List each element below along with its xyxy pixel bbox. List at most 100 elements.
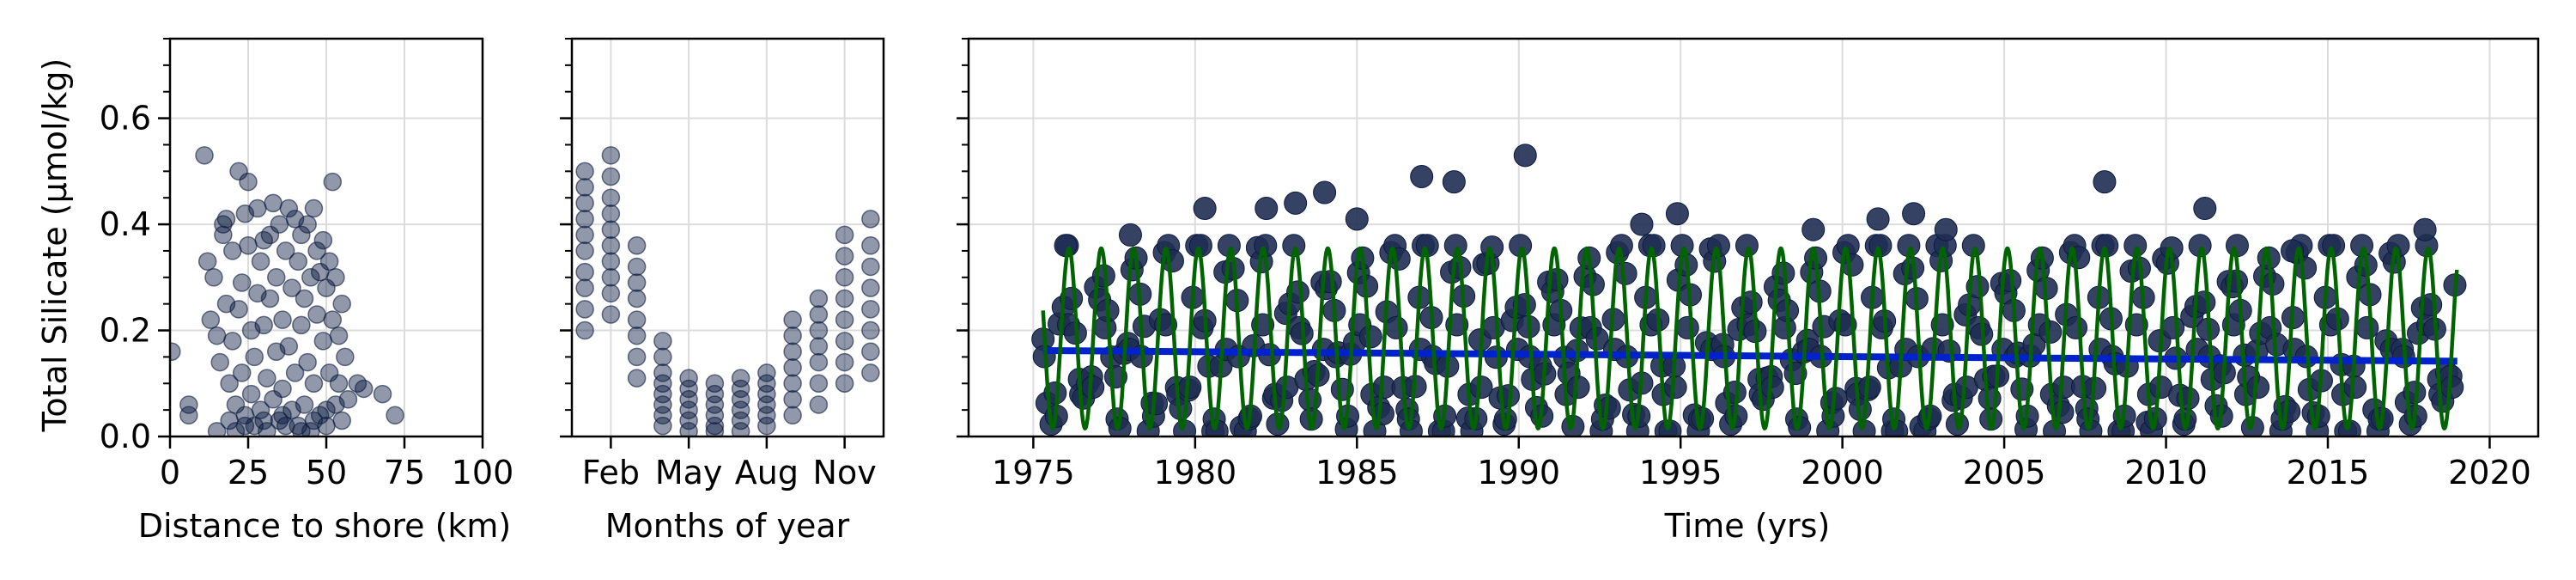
data-point <box>273 406 292 425</box>
axes-frame <box>570 37 885 438</box>
data-point <box>319 252 339 272</box>
x-tick-label: 2015 <box>2287 454 2370 491</box>
data-point <box>705 374 725 394</box>
data-point <box>235 416 255 436</box>
data-point <box>295 395 314 414</box>
data-point <box>575 278 594 297</box>
y-tick-label: 0.4 <box>100 205 151 243</box>
data-point <box>270 215 289 234</box>
data-point <box>601 167 621 186</box>
data-point <box>313 230 333 250</box>
data-point <box>809 352 829 372</box>
data-point <box>1358 325 1382 349</box>
data-point <box>336 347 355 367</box>
outlier-point <box>1866 207 1890 231</box>
data-point <box>705 384 725 404</box>
data-point <box>601 284 621 303</box>
x-tick-label: 2005 <box>1963 454 2046 491</box>
outlier-point <box>1345 207 1369 231</box>
axes-frame <box>967 37 2540 438</box>
data-point <box>783 326 802 345</box>
x-axis-label-months: Months of year <box>605 507 850 545</box>
data-point <box>267 268 286 287</box>
data-point <box>575 162 594 181</box>
data-point <box>575 300 594 319</box>
data-point <box>835 225 854 245</box>
data-point <box>601 220 621 239</box>
data-point <box>1663 375 1687 400</box>
data-point <box>2038 320 2063 344</box>
data-point <box>783 357 802 377</box>
data-point <box>241 384 261 404</box>
data-point <box>223 241 242 260</box>
data-point <box>258 369 276 388</box>
x-tick-label: 75 <box>384 454 425 491</box>
data-point <box>653 374 672 394</box>
data-point <box>679 379 698 399</box>
data-point <box>283 278 301 297</box>
x-tick-label: 25 <box>228 454 269 491</box>
data-point <box>575 178 594 197</box>
points-group <box>1031 143 2467 437</box>
data-point <box>575 210 594 229</box>
data-point <box>216 210 236 229</box>
data-point <box>210 352 229 372</box>
data-point <box>653 363 672 382</box>
data-point <box>254 411 273 430</box>
outlier-point <box>1902 202 1926 226</box>
data-point <box>601 236 621 255</box>
outlier-point <box>1255 197 1279 221</box>
outlier-point <box>1193 197 1217 221</box>
data-point <box>861 257 880 277</box>
data-point <box>239 172 258 192</box>
data-point <box>317 400 336 419</box>
months-panel: Feb May Aug Nov <box>560 37 885 491</box>
data-point <box>757 416 776 436</box>
data-point <box>861 300 880 319</box>
data-point <box>304 374 324 394</box>
x-tick-label: 2020 <box>2448 454 2531 491</box>
data-point <box>653 347 672 367</box>
data-point <box>627 369 647 388</box>
data-point <box>1760 375 1784 400</box>
x-tick-label: 100 <box>452 454 514 491</box>
outlier-point <box>2093 170 2117 194</box>
data-point <box>207 326 227 345</box>
data-point <box>627 347 647 367</box>
data-point <box>835 374 854 394</box>
data-point <box>251 252 270 272</box>
x-tick-label: 2000 <box>1801 454 1884 491</box>
data-point <box>809 289 829 308</box>
data-point <box>220 374 239 394</box>
data-point <box>313 332 333 351</box>
data-point <box>285 363 305 382</box>
x-tick-label: 0 <box>160 454 180 491</box>
data-point <box>338 390 358 409</box>
x-tick-label: 1975 <box>992 454 1075 491</box>
data-point <box>731 379 750 399</box>
data-point <box>289 252 307 272</box>
data-point <box>2343 375 2367 400</box>
outlier-point <box>1665 202 1689 226</box>
data-point <box>783 390 802 409</box>
data-point <box>1566 375 1590 400</box>
data-point <box>809 337 829 356</box>
data-point <box>386 406 404 425</box>
data-point <box>229 300 248 319</box>
seasonal-fit-line <box>1041 246 2459 430</box>
data-point <box>1675 315 1699 339</box>
data-point <box>835 332 854 351</box>
y-axis-label: Total Silicate (μmol/kg) <box>36 58 74 433</box>
data-point <box>273 310 292 329</box>
data-point <box>601 252 621 272</box>
data-point <box>254 315 273 335</box>
data-point <box>245 347 264 367</box>
data-point <box>292 315 311 335</box>
data-point <box>239 236 258 255</box>
data-point <box>835 289 854 308</box>
data-point <box>575 241 594 260</box>
data-point <box>197 252 217 272</box>
data-point <box>232 363 252 382</box>
outlier-point <box>1284 191 1308 215</box>
